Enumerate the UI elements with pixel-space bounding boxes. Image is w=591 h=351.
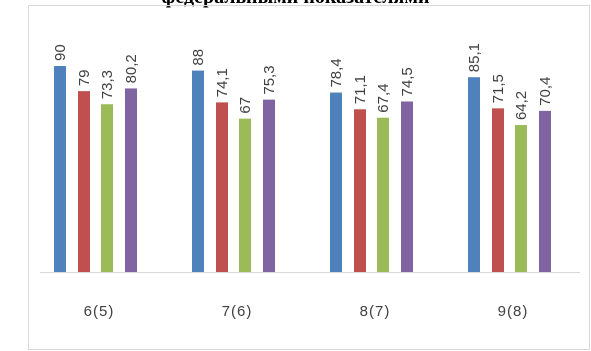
data-label-6(5)-series-1: 90: [52, 44, 69, 61]
data-label-9(8)-series-3: 64,2: [513, 91, 530, 120]
data-label-6(5)-series-4: 80,2: [123, 54, 140, 83]
bar-6(5)-series-1: [54, 66, 66, 272]
data-label-6(5)-series-2: 79: [76, 69, 93, 86]
category-labels-group: 6(5) 7(6) 8(7) 9(8): [84, 303, 529, 320]
bar-7(6)-series-2: [216, 102, 228, 272]
bar-8(7)-series-1: [330, 92, 342, 272]
bar-7(6)-series-1: [192, 70, 204, 272]
data-label-6(5)-series-3: 73,3: [99, 70, 116, 99]
bar-8(7)-series-4: [401, 101, 413, 272]
data-label-8(7)-series-3: 67,4: [375, 84, 392, 113]
chart-frame: [28, 5, 590, 350]
bar-7(6)-series-3: [239, 118, 251, 273]
data-label-9(8)-series-1: 85,1: [466, 43, 483, 72]
bar-8(7)-series-3: [377, 117, 389, 273]
data-label-9(8)-series-4: 70,4: [537, 77, 554, 106]
bar-9(8)-series-3: [515, 125, 527, 272]
data-label-9(8)-series-2: 71,5: [490, 74, 507, 103]
data-label-7(6)-series-3: 67: [237, 97, 254, 114]
chart-title: федеральными показателями: [0, 0, 591, 9]
data-label-7(6)-series-4: 75,3: [261, 65, 278, 94]
data-label-8(7)-series-2: 71,1: [352, 75, 369, 104]
data-label-7(6)-series-1: 88: [190, 49, 207, 66]
data-label-7(6)-series-2: 74,1: [214, 68, 231, 97]
bar-9(8)-series-4: [539, 110, 551, 273]
data-label-8(7)-series-1: 78,4: [328, 58, 345, 87]
category-label: 9(8): [498, 303, 529, 320]
bar-6(5)-series-2: [78, 91, 90, 272]
bar-9(8)-series-1: [468, 77, 480, 273]
data-labels-group: 90 79 73,3 80,2 88 74,1 67 75,3 78,4 71,1 67,4 74,5…: [52, 43, 554, 120]
bar-6(5)-series-3: [101, 104, 113, 272]
bars-group: [54, 66, 551, 273]
bar-6(5)-series-4: [125, 88, 137, 272]
category-label: 6(5): [84, 303, 115, 320]
data-label-8(7)-series-4: 74,5: [399, 67, 416, 96]
bar-7(6)-series-4: [263, 99, 275, 272]
bar-9(8)-series-2: [492, 108, 504, 272]
category-label: 7(6): [222, 303, 253, 320]
category-label: 8(7): [360, 303, 391, 320]
bar-8(7)-series-2: [354, 109, 366, 272]
